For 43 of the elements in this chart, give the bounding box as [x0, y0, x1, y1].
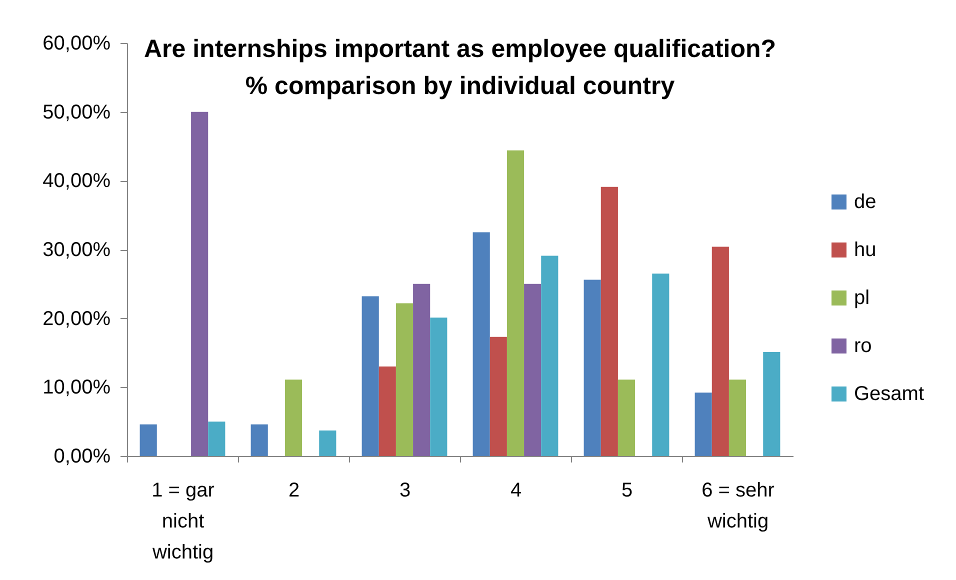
bar	[712, 246, 729, 456]
bar	[541, 256, 558, 456]
chart-title: Are internships important as employee qualification? % comparison by individual country	[144, 35, 776, 100]
y-tick-label: 40,00%	[42, 170, 111, 192]
bar	[362, 296, 379, 456]
bar	[284, 380, 302, 456]
bar	[319, 430, 336, 456]
y-tick-label: 30,00%	[42, 239, 111, 261]
legend-label: hu	[854, 239, 876, 261]
bar	[694, 392, 712, 456]
y-tick-label: 60,00%	[42, 32, 111, 54]
bar	[728, 380, 746, 456]
y-tick-label: 50,00%	[42, 101, 111, 124]
y-tick-label: 10,00%	[42, 376, 111, 399]
bar	[763, 352, 780, 456]
bar	[584, 280, 601, 456]
y-tick-label: 0,00%	[54, 446, 111, 468]
legend-label: Gesamt	[854, 383, 924, 405]
x-tick-label: 1 = gar nicht wichtig	[151, 480, 215, 564]
bar	[430, 318, 448, 456]
bar	[600, 186, 618, 456]
x-tick-label: 5	[621, 480, 633, 502]
x-tick-label: 6 = sehr wichtig	[702, 480, 775, 532]
legend-label: ro	[854, 335, 872, 357]
bar	[140, 424, 157, 456]
bar	[396, 303, 414, 456]
x-tick-label: 2	[288, 480, 300, 502]
x-tick-label: 3	[399, 480, 411, 502]
x-tick-label: 4	[510, 480, 522, 502]
bar	[191, 112, 208, 456]
bar	[490, 336, 507, 456]
bar	[652, 274, 670, 456]
bar	[618, 380, 636, 456]
bar	[506, 150, 524, 456]
bar	[250, 424, 268, 456]
legend-label: pl	[854, 287, 870, 309]
bar	[378, 366, 396, 456]
y-tick-label: 20,00%	[42, 308, 111, 330]
legend-label: de	[854, 191, 876, 213]
bar	[413, 284, 430, 456]
bar	[472, 232, 490, 456]
bar	[208, 422, 226, 456]
bar	[524, 284, 542, 456]
